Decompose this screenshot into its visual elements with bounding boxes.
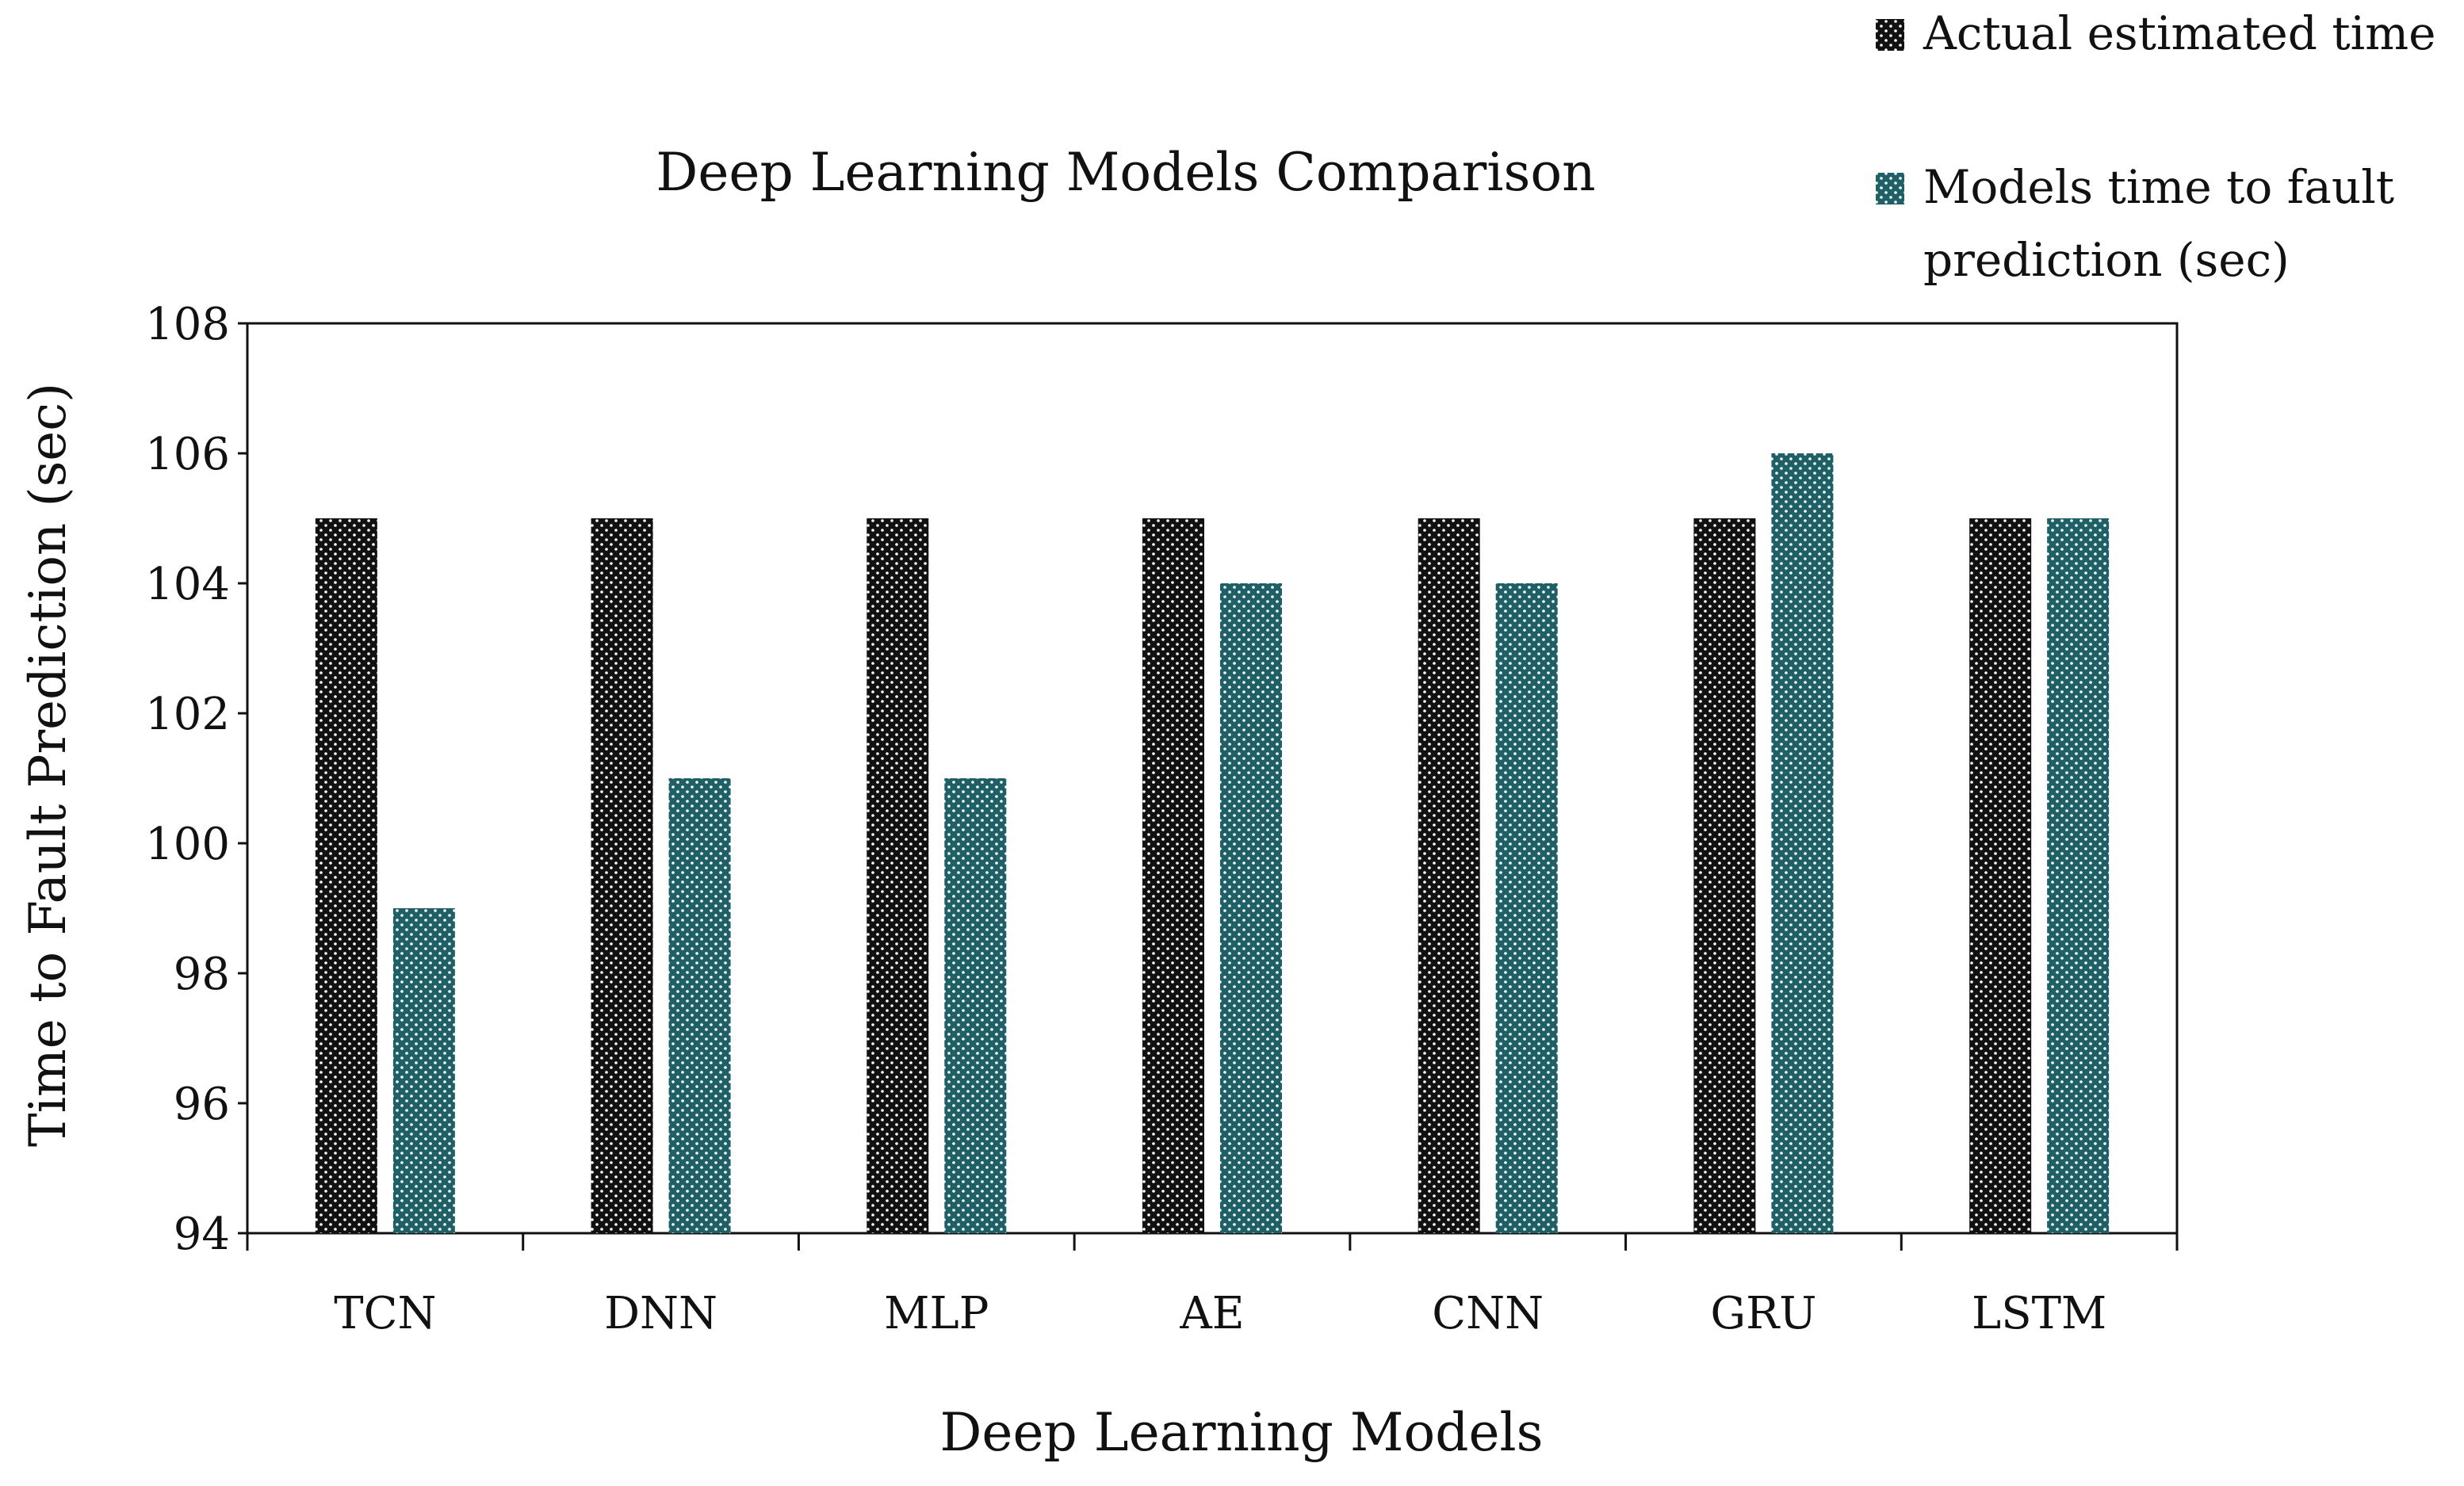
x-tick-label: CNN bbox=[1432, 1288, 1544, 1339]
bars-group bbox=[315, 453, 2110, 1233]
bar-actual-estimated-time-lstm bbox=[1969, 518, 2032, 1233]
bar-model-prediction-time-ae bbox=[1220, 583, 1282, 1233]
y-tick-label: 98 bbox=[174, 949, 230, 1000]
bar-actual-estimated-time-tcn bbox=[315, 518, 377, 1233]
legend-swatch-models bbox=[1876, 173, 1904, 204]
y-axis-ticks: 94 96 98 100 102 104 106 108 bbox=[145, 299, 247, 1260]
legend-label-models-line: prediction (sec) bbox=[1923, 233, 2290, 287]
bar-actual-estimated-time-gru bbox=[1693, 518, 1756, 1233]
y-tick-label: 108 bbox=[145, 299, 230, 350]
x-tick-label: TCN bbox=[334, 1288, 436, 1339]
bar-model-prediction-time-dnn bbox=[668, 778, 731, 1233]
legend-label-actual: Actual estimated time bbox=[1923, 6, 2436, 60]
bar-model-prediction-time-lstm bbox=[2047, 518, 2110, 1233]
bar-model-prediction-time-tcn bbox=[392, 908, 455, 1233]
bar-actual-estimated-time-mlp bbox=[867, 518, 929, 1233]
plot-border bbox=[246, 322, 2179, 1235]
legend-swatch-actual bbox=[1876, 19, 1904, 51]
y-axis-label: Time to Fault Prediction (sec) bbox=[19, 383, 78, 1147]
x-tick-label: DNN bbox=[604, 1288, 717, 1339]
bar-actual-estimated-time-ae bbox=[1142, 518, 1204, 1233]
y-tick-label: 100 bbox=[145, 819, 230, 870]
x-tick-label: GRU bbox=[1710, 1288, 1816, 1339]
bar-model-prediction-time-gru bbox=[1771, 453, 1834, 1233]
y-tick-label: 96 bbox=[174, 1079, 230, 1130]
x-tick-label: AE bbox=[1179, 1288, 1244, 1339]
legend: Actual estimated time Models time to faul… bbox=[1876, 6, 2436, 287]
bar-model-prediction-time-cnn bbox=[1495, 583, 1558, 1233]
y-tick-label: 102 bbox=[145, 689, 230, 740]
x-tick-label: MLP bbox=[884, 1288, 989, 1339]
x-axis-ticks: TCN DNN MLP AE CNN GRU LSTM bbox=[246, 1233, 2179, 1339]
legend-label-models-line: Models time to fault bbox=[1923, 160, 2394, 214]
x-tick-label: LSTM bbox=[1972, 1288, 2106, 1339]
chart-title: Deep Learning Models Comparison bbox=[656, 142, 1595, 203]
x-axis-label: Deep Learning Models bbox=[940, 1402, 1544, 1463]
bar-actual-estimated-time-cnn bbox=[1418, 518, 1480, 1233]
y-tick-label: 104 bbox=[145, 559, 230, 610]
plot-frame bbox=[246, 322, 2179, 1235]
bar-model-prediction-time-mlp bbox=[944, 778, 1007, 1233]
bar-actual-estimated-time-dnn bbox=[591, 518, 653, 1233]
y-tick-label: 106 bbox=[145, 429, 230, 480]
y-tick-label: 94 bbox=[174, 1209, 230, 1260]
